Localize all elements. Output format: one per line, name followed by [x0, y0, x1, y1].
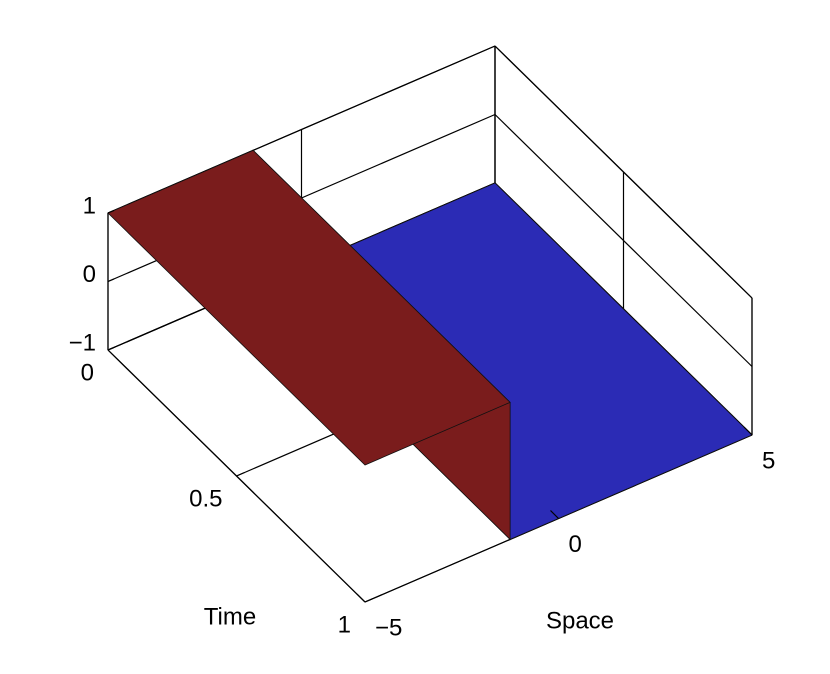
tick-mark — [743, 426, 753, 436]
surface-patch — [107, 149, 511, 466]
y-tick-label: 0 — [81, 359, 94, 386]
tick-mark — [356, 593, 366, 603]
tick-mark — [107, 278, 115, 283]
tick-mark — [550, 510, 559, 519]
y-axis-label: Time — [204, 603, 256, 630]
x-tick-label: 5 — [762, 447, 775, 474]
x-tick-label: 0 — [569, 531, 582, 558]
tick-mark — [107, 345, 117, 351]
z-tick-label: 0 — [83, 261, 96, 288]
grid-line — [494, 114, 753, 367]
tick-mark — [364, 597, 374, 603]
z-tick-label: −1 — [69, 329, 96, 356]
x-tick-label: −5 — [375, 614, 402, 641]
x-axis-label: Space — [546, 607, 614, 634]
tick-mark — [236, 471, 245, 477]
y-tick-label: 0.5 — [189, 485, 222, 512]
z-tick-label: 1 — [83, 192, 96, 219]
grid-line — [494, 45, 753, 299]
tick-mark — [107, 209, 115, 214]
y-tick-label: 1 — [338, 611, 351, 638]
